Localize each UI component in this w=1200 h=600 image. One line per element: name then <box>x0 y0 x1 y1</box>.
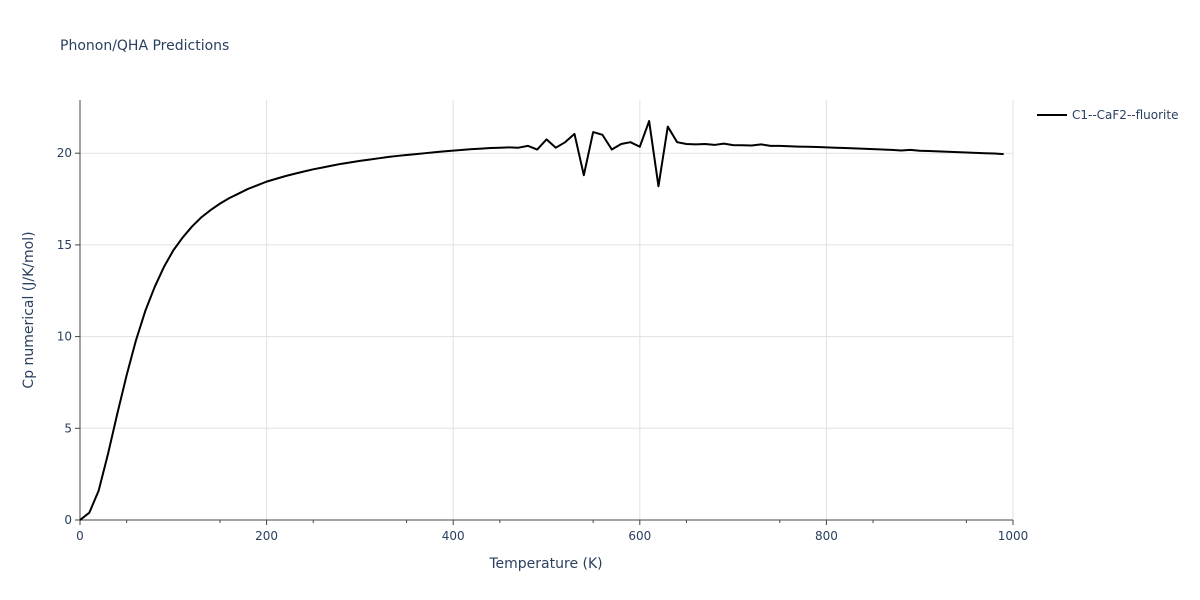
x-tick-label: 400 <box>442 529 465 543</box>
y-axis-ticks: 0 5 10 15 20 <box>57 146 80 527</box>
x-tick-label: 0 <box>76 529 84 543</box>
y-tick-label: 5 <box>64 421 72 435</box>
x-tick-label: 1000 <box>998 529 1029 543</box>
x-tick-label: 600 <box>628 529 651 543</box>
y-tick-label: 20 <box>57 146 72 160</box>
grid-lines <box>80 100 1014 520</box>
x-tick-label: 200 <box>255 529 278 543</box>
y-tick-label: 15 <box>57 238 72 252</box>
y-tick-label: 0 <box>64 513 72 527</box>
legend[interactable]: C1--CaF2--fluorite <box>1037 108 1178 122</box>
series-line[interactable] <box>79 120 1004 521</box>
axes <box>79 100 1013 521</box>
x-tick-label: 800 <box>815 529 838 543</box>
y-tick-label: 10 <box>57 330 72 344</box>
x-axis-ticks: 0 200 400 600 800 1000 <box>76 520 1028 543</box>
series-group <box>79 120 1004 521</box>
x-axis-label: Temperature (K) <box>488 556 602 572</box>
y-axis-label: Cp numerical (J/K/mol) <box>21 231 37 388</box>
chart-title: Phonon/QHA Predictions <box>60 38 229 54</box>
legend-label: C1--CaF2--fluorite <box>1072 108 1178 122</box>
